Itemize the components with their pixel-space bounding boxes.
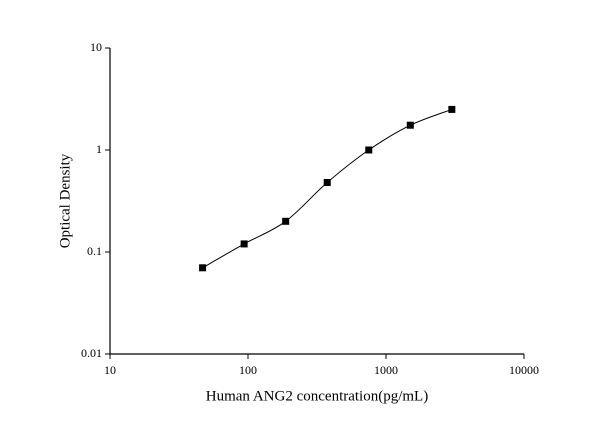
x-axis-label: Human ANG2 concentration(pg/mL) bbox=[206, 388, 428, 404]
y-tick-label: 0.01 bbox=[81, 346, 102, 360]
y-tick-label: 10 bbox=[90, 40, 102, 54]
x-tick-label: 10000 bbox=[509, 363, 539, 377]
point bbox=[240, 240, 248, 248]
point bbox=[448, 105, 456, 113]
x-tick-label: 100 bbox=[239, 363, 257, 377]
point bbox=[406, 121, 414, 129]
y-tick-label: 1 bbox=[96, 142, 102, 156]
fit-line bbox=[202, 108, 453, 269]
x-tick-label: 10 bbox=[104, 363, 116, 377]
point bbox=[323, 179, 331, 187]
y-tick-label: 0.1 bbox=[87, 244, 102, 258]
point bbox=[199, 264, 207, 272]
y-axis-label: Optical Density bbox=[57, 153, 73, 248]
point bbox=[365, 146, 373, 154]
point bbox=[282, 217, 290, 225]
x-tick-label: 1000 bbox=[374, 363, 398, 377]
